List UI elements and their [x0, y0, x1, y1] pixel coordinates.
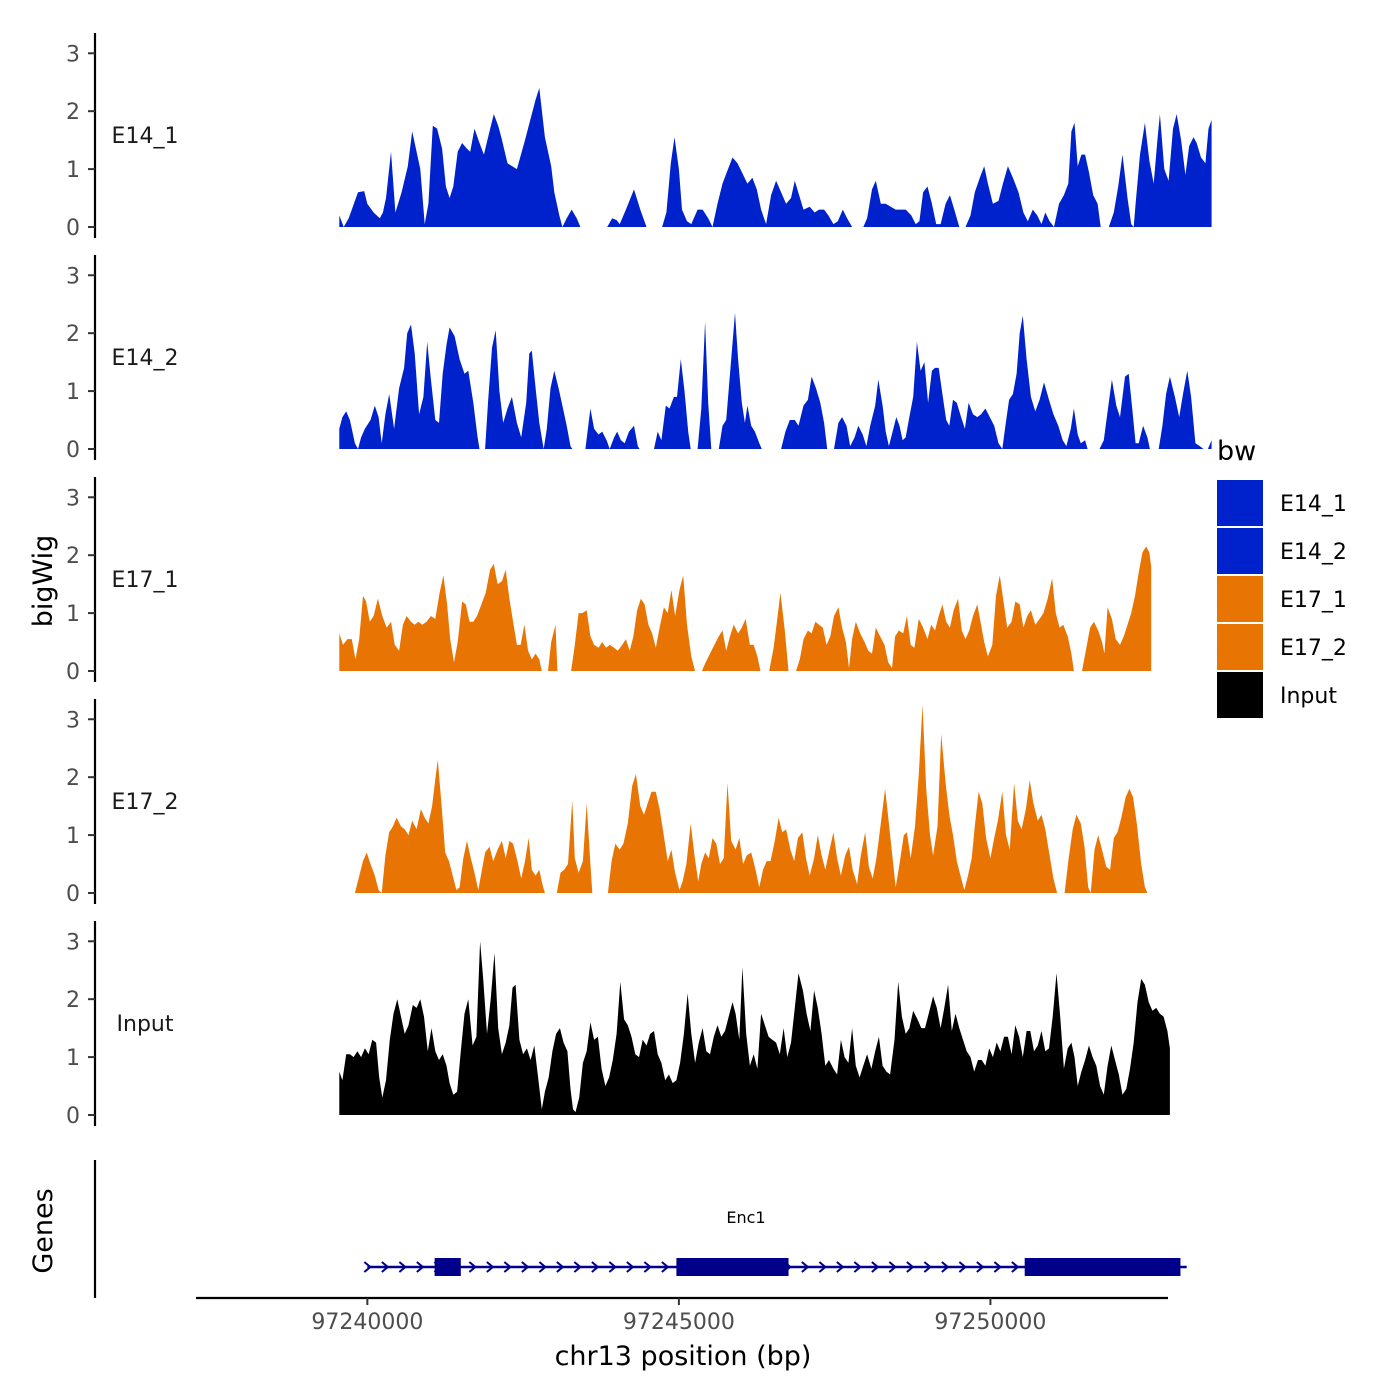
track-label-Input: Input — [117, 1012, 174, 1037]
track-label-E14_2: E14_2 — [112, 346, 179, 371]
track-label-E14_1: E14_1 — [112, 124, 179, 149]
y-tick-label: 2 — [66, 544, 80, 569]
strand-arrow — [416, 1261, 425, 1273]
strand-arrow — [381, 1261, 390, 1273]
coverage-area-Input — [339, 941, 1170, 1115]
strand-arrow — [941, 1261, 950, 1273]
legend-title: bw — [1217, 436, 1256, 467]
strand-arrow — [888, 1261, 897, 1273]
legend-key-E14_2 — [1217, 528, 1263, 574]
strand-arrow — [363, 1261, 372, 1273]
strand-arrow — [503, 1261, 512, 1273]
strand-arrow — [853, 1261, 862, 1273]
y-tick-label: 1 — [66, 824, 80, 849]
gene-exon — [1024, 1258, 1181, 1276]
y-tick-label: 2 — [66, 766, 80, 791]
strand-arrow — [836, 1261, 845, 1273]
y-tick-label: 3 — [66, 708, 80, 733]
strand-arrow — [801, 1261, 810, 1273]
gene-exon — [434, 1258, 461, 1276]
y-tick-label: 3 — [66, 486, 80, 511]
strand-arrow — [1011, 1261, 1020, 1273]
strand-arrow — [976, 1261, 985, 1273]
y-tick-label: 0 — [66, 882, 80, 907]
legend-key-Input — [1217, 672, 1263, 718]
gene-exon — [676, 1258, 789, 1276]
gene-name-label: Enc1 — [726, 1208, 765, 1227]
x-axis: 97240000 97245000 97250000 — [196, 1296, 1168, 1335]
gene-track-panel: Enc1 — [93, 1160, 1187, 1298]
y-tick-label: 3 — [66, 264, 80, 289]
coverage-area-E17_1 — [339, 546, 1152, 671]
legend-label-E14_2: E14_2 — [1280, 540, 1347, 565]
strand-arrow — [591, 1261, 600, 1273]
strand-arrow — [573, 1261, 582, 1273]
strand-arrow — [521, 1261, 530, 1273]
panel-E14_1: 0 1 2 3 E14_1 — [66, 33, 1212, 241]
x-tick-label: 97240000 — [311, 1310, 423, 1335]
y-tick-label: 3 — [66, 42, 80, 67]
strand-arrow — [556, 1261, 565, 1273]
y-tick-label: 2 — [66, 100, 80, 125]
strand-arrow — [993, 1261, 1002, 1273]
x-axis-title: chr13 position (bp) — [555, 1341, 812, 1372]
track-label-E17_2: E17_2 — [112, 790, 179, 815]
coverage-area-E17_2 — [354, 704, 1148, 893]
panel-E14_2: 0 1 2 3 E14_2 — [66, 255, 1212, 463]
coverage-panels: 0 1 2 3 E14_1 0 1 2 3 E14_2 0 1 2 3 E17_1 0 1 2 3 E17_2 0 1 2 3… — [66, 33, 1212, 1129]
y-tick-label: 3 — [66, 930, 80, 955]
strand-arrow — [923, 1261, 932, 1273]
strand-arrow — [538, 1261, 547, 1273]
legend-key-E14_1 — [1217, 480, 1263, 526]
strand-arrow — [818, 1261, 827, 1273]
strand-arrow — [661, 1261, 670, 1273]
y-tick-label: 0 — [66, 1104, 80, 1129]
panel-E17_1: 0 1 2 3 E17_1 — [66, 477, 1152, 685]
y-tick-label: 2 — [66, 322, 80, 347]
legend: bw E14_1 E14_2 E17_1 E17_2 Input — [1217, 436, 1347, 718]
strand-arrow — [486, 1261, 495, 1273]
strand-arrow — [906, 1261, 915, 1273]
y-tick-label: 1 — [66, 380, 80, 405]
y-tick-label: 0 — [66, 660, 80, 685]
genes-axis-title: Genes — [28, 1188, 59, 1273]
legend-label-Input: Input — [1280, 684, 1337, 709]
panel-Input: 0 1 2 3 Input — [66, 921, 1170, 1129]
coverage-area-E14_2 — [339, 312, 1212, 449]
strand-arrow — [626, 1261, 635, 1273]
y-tick-label: 1 — [66, 602, 80, 627]
legend-label-E17_2: E17_2 — [1280, 636, 1347, 661]
legend-label-E17_1: E17_1 — [1280, 588, 1347, 613]
track-label-E17_1: E17_1 — [112, 568, 179, 593]
y-tick-label: 2 — [66, 988, 80, 1013]
x-tick-label: 97245000 — [623, 1310, 735, 1335]
strand-arrow — [398, 1261, 407, 1273]
strand-arrow — [643, 1261, 652, 1273]
panel-E17_2: 0 1 2 3 E17_2 — [66, 699, 1148, 907]
strand-arrow — [871, 1261, 880, 1273]
strand-arrow — [468, 1261, 477, 1273]
y-tick-label: 0 — [66, 438, 80, 463]
coverage-area-E14_1 — [339, 88, 1212, 227]
legend-key-E17_1 — [1217, 576, 1263, 622]
y-axis-title: bigWig — [28, 535, 59, 628]
strand-arrow — [958, 1261, 967, 1273]
legend-label-E14_1: E14_1 — [1280, 492, 1347, 517]
y-tick-label: 0 — [66, 216, 80, 241]
y-tick-label: 1 — [66, 1046, 80, 1071]
y-tick-label: 1 — [66, 158, 80, 183]
strand-arrow — [608, 1261, 617, 1273]
legend-key-E17_2 — [1217, 624, 1263, 670]
x-tick-label: 97250000 — [934, 1310, 1046, 1335]
